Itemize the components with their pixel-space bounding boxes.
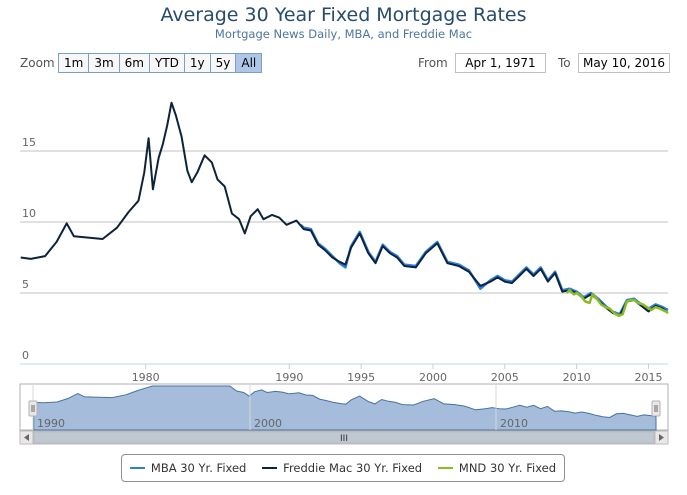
y-tick-label: 5 [22, 278, 29, 291]
navigator-tick-label: 1990 [37, 417, 65, 430]
arrow-left-icon [24, 434, 29, 441]
legend-swatch-icon [437, 467, 453, 469]
y-tick-label: 10 [22, 207, 36, 220]
zoom-button-1y[interactable]: 1y [183, 53, 210, 73]
y-tick-label: 15 [22, 136, 36, 149]
chart-subtitle: Mortgage News Daily, MBA, and Freddie Ma… [214, 27, 473, 41]
scrollbar-grip-icon: III [340, 434, 348, 444]
x-tick-label: 1995 [347, 371, 375, 384]
x-tick-label: 1980 [132, 371, 160, 384]
range-to-label: To [558, 56, 571, 70]
zoom-button-group: 1m 3m 6m YTD 1y 5y All [58, 53, 263, 73]
range-from-label: From [418, 56, 448, 70]
x-axis: 1980 1990 1995 2000 2005 2010 2015 [20, 363, 668, 384]
legend-item-mba-30-yr-fixed[interactable]: MBA 30 Yr. Fixed [129, 461, 247, 475]
zoom-button-ytd[interactable]: YTD [148, 53, 184, 73]
chart-title: Average 30 Year Fixed Mortgage Rates [160, 4, 527, 26]
navigator-tick-label: 2010 [500, 417, 528, 430]
navigator-handle-left[interactable] [28, 400, 38, 417]
legend-swatch-icon [129, 467, 145, 469]
navigator[interactable]: 1990 2000 2010 III [19, 383, 669, 445]
legend-item-freddie-mac-30-yr-fixed[interactable]: Freddie Mac 30 Yr. Fixed [262, 461, 422, 475]
x-tick-label: 1990 [275, 371, 303, 384]
chart-legend: MBA 30 Yr. Fixed Freddie Mac 30 Yr. Fixed… [121, 454, 565, 482]
series-line-freddie-mac-30-yr-fixed[interactable] [20, 101, 669, 317]
navigator-series-area [33, 385, 657, 431]
arrow-right-icon [659, 434, 664, 441]
x-tick-label: 2005 [491, 371, 519, 384]
legend-item-mnd-30-yr-fixed[interactable]: MND 30 Yr. Fixed [437, 461, 557, 475]
navigator-handle-right[interactable] [651, 400, 661, 417]
legend-label: MND 30 Yr. Fixed [458, 461, 557, 475]
scrollbar-thumb[interactable] [33, 431, 655, 444]
legend-label: MBA 30 Yr. Fixed [150, 461, 247, 475]
navigator-tick-label: 2000 [254, 417, 282, 430]
zoom-button-5y[interactable]: 5y [209, 53, 236, 73]
x-tick-label: 2015 [634, 371, 662, 384]
range-to-input[interactable]: May 10, 2016 [578, 53, 670, 73]
x-tick-label: 2000 [419, 371, 447, 384]
zoom-button-1m[interactable]: 1m [58, 53, 89, 73]
zoom-button-all[interactable]: All [235, 53, 263, 73]
y-tick-label: 0 [22, 349, 29, 362]
y-axis: 0 5 10 15 [22, 136, 36, 362]
range-from-input[interactable]: Apr 1, 1971 [455, 53, 546, 73]
zoom-label: Zoom [20, 56, 55, 70]
plot-area [20, 101, 669, 317]
x-tick-label: 2010 [563, 371, 591, 384]
grid-lines [20, 150, 668, 365]
legend-label: Freddie Mac 30 Yr. Fixed [283, 461, 423, 475]
zoom-button-3m[interactable]: 3m [88, 53, 119, 73]
zoom-button-6m[interactable]: 6m [118, 53, 149, 73]
series-line-mnd-30-yr-fixed[interactable] [565, 288, 669, 317]
legend-swatch-icon [262, 467, 278, 469]
